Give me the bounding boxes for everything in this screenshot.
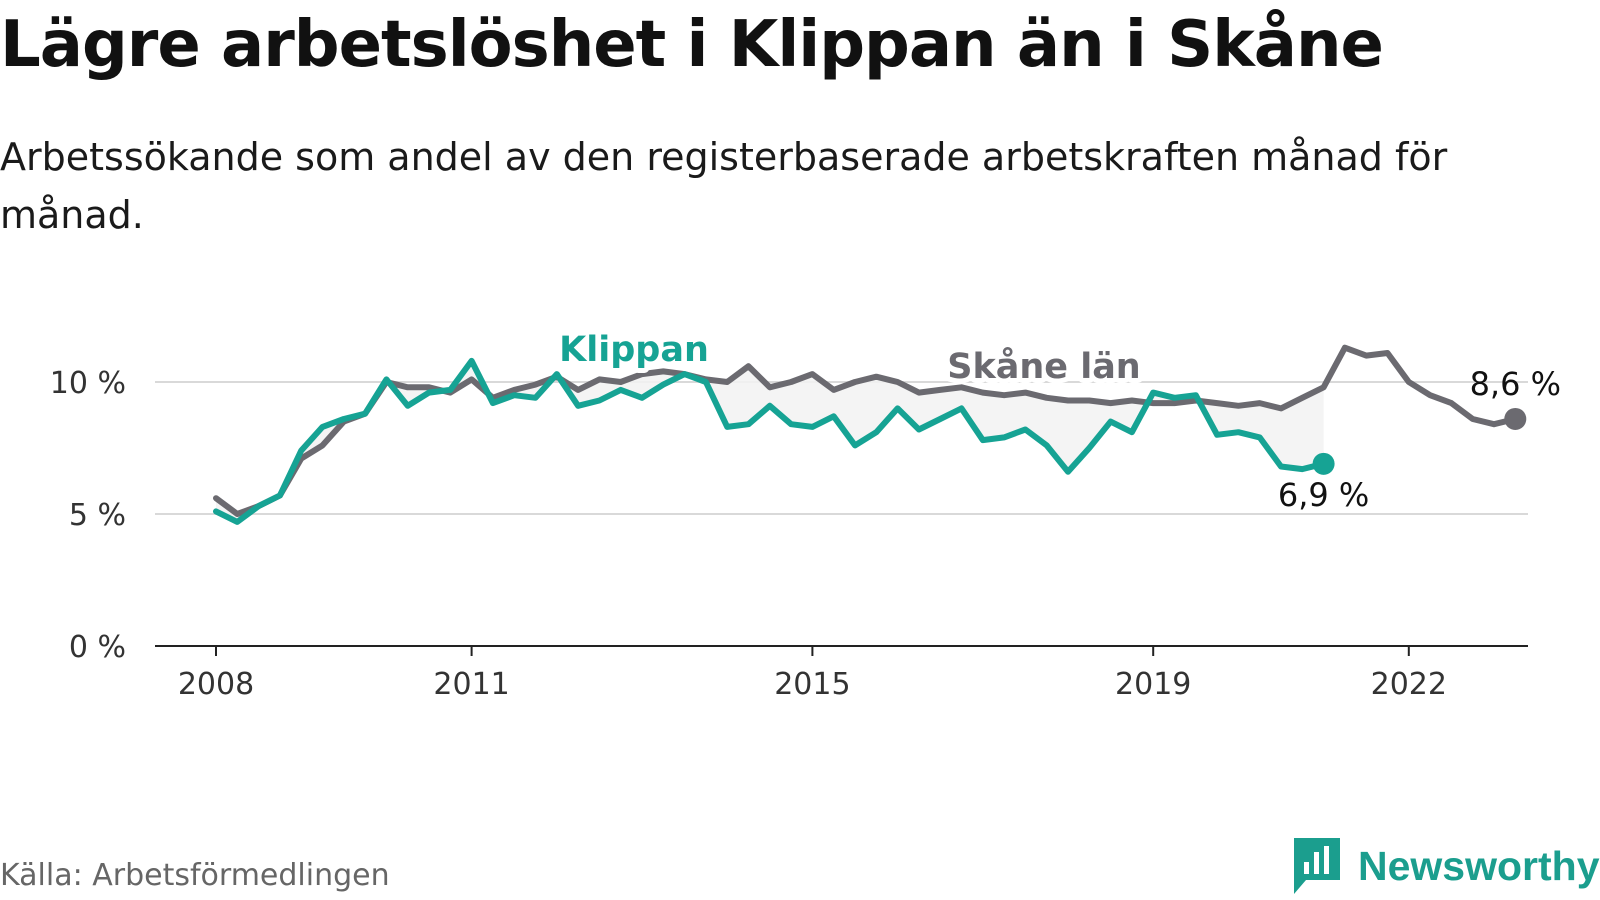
end-marker-klippan xyxy=(1312,452,1335,475)
x-tick-label: 2022 xyxy=(1371,667,1447,702)
chart-title: Lägre arbetslöshet i Klippan än i Skåne xyxy=(0,8,1384,82)
y-tick-label: 10 % xyxy=(50,366,126,401)
end-value-label-klippan: 6,9 % xyxy=(1278,476,1369,514)
newsworthy-brand[interactable]: Newsworthy xyxy=(1292,838,1600,894)
series-label-sk-ne-l-n: Skåne län xyxy=(947,346,1140,387)
brand-name: Newsworthy xyxy=(1358,842,1600,889)
end-value-label-sk-ne-l-n: 8,6 % xyxy=(1470,365,1561,403)
x-tick-label: 2008 xyxy=(178,667,254,702)
y-tick-label: 5 % xyxy=(69,498,126,533)
x-tick-label: 2019 xyxy=(1115,667,1191,702)
source-note: Källa: Arbetsförmedlingen xyxy=(0,858,390,893)
line-chart: 0 % 5 % 10 % 2008 2011 2015 2019 2022 8,6 % 6,9 … xyxy=(50,325,1561,702)
end-marker-sk-ne-l-n xyxy=(1504,407,1527,430)
x-tick-label: 2015 xyxy=(774,667,850,702)
chart-subtitle: Arbetssökande som andel av den registerb… xyxy=(0,135,1448,237)
series-line-klippan xyxy=(213,357,1327,525)
newsworthy-logo-icon xyxy=(1294,838,1340,894)
series-label-klippan: Klippan xyxy=(559,330,709,370)
x-tick-label: 2011 xyxy=(433,667,509,702)
series-line-sk-ne-l-n xyxy=(213,344,1519,517)
y-tick-label: 0 % xyxy=(69,630,126,665)
